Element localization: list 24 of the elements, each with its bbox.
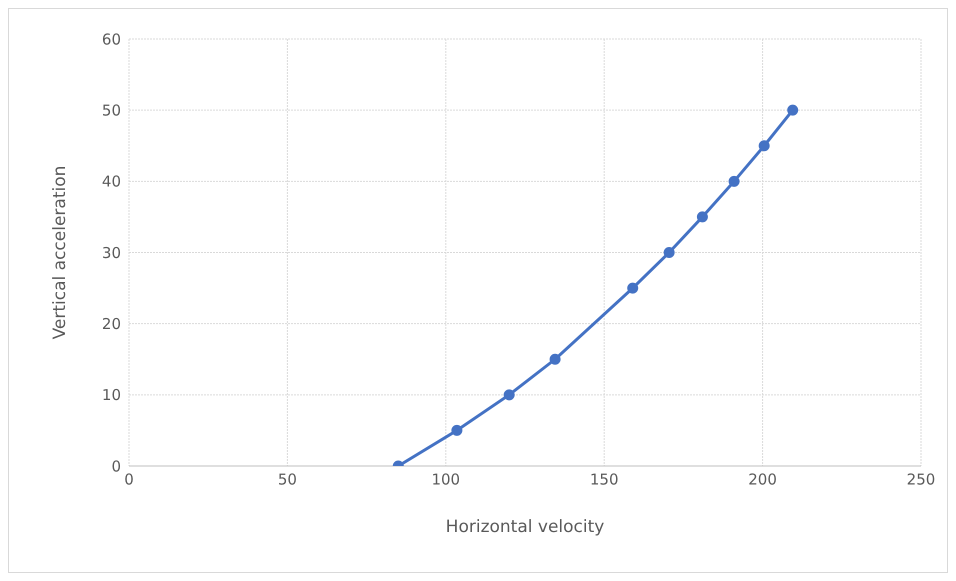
x-tick-label: 50 xyxy=(278,470,297,489)
point xyxy=(451,424,462,436)
x-tick-label: 0 xyxy=(124,470,134,489)
point xyxy=(664,247,675,258)
point xyxy=(504,389,515,400)
x-tick-label: 200 xyxy=(748,470,777,489)
x-tick-label: 250 xyxy=(906,470,936,489)
point xyxy=(758,140,770,152)
y-tick-label: 0 xyxy=(111,457,121,476)
y-tick-label: 10 xyxy=(102,386,121,404)
point xyxy=(550,354,561,365)
x-tick-label: 100 xyxy=(431,470,460,489)
x-axis-title: Horizontal velocity xyxy=(446,517,604,537)
y-tick-label: 50 xyxy=(102,101,121,120)
point xyxy=(728,176,740,187)
y-tick-label: 30 xyxy=(102,244,121,262)
y-tick-label: 60 xyxy=(102,30,121,48)
x-tick-label: 150 xyxy=(590,470,619,489)
y-axis-title: Vertical acceleration xyxy=(50,166,70,340)
point xyxy=(787,104,798,116)
point xyxy=(696,211,708,222)
point xyxy=(627,282,638,294)
y-tick-label: 40 xyxy=(102,172,121,191)
y-tick-label: 20 xyxy=(102,314,121,333)
